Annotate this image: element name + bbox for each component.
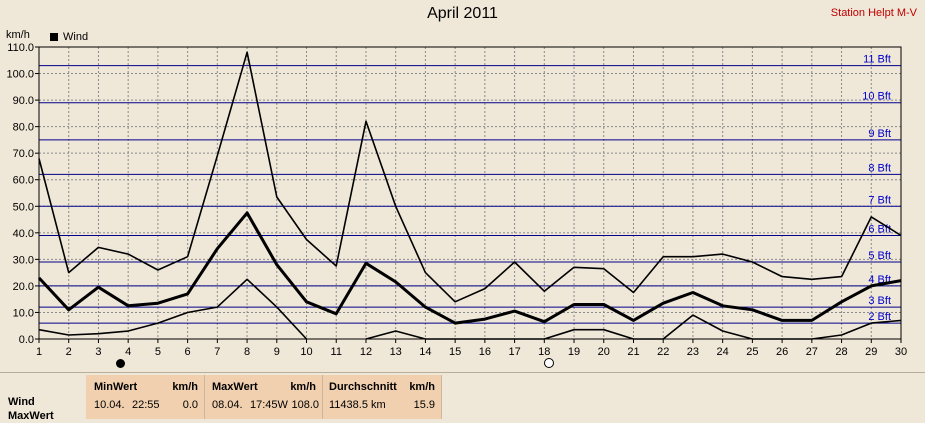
x-tick-label: 6 <box>185 346 191 358</box>
x-tick-label: 14 <box>419 346 431 358</box>
beaufort-label: 9 Bft <box>868 128 891 140</box>
max-time: 17:45W <box>250 399 288 411</box>
x-tick-label: 18 <box>538 346 550 358</box>
x-tick-label: 16 <box>479 346 491 358</box>
beaufort-label: 2 Bft <box>868 311 891 323</box>
x-tick-label: 12 <box>360 346 372 358</box>
y-tick-label: 40.0 <box>13 228 34 240</box>
chart-title: April 2011 <box>427 5 498 22</box>
y-tick-label: 90.0 <box>13 95 34 107</box>
x-tick-label: 25 <box>746 346 758 358</box>
plot-area <box>39 47 901 339</box>
x-tick-label: 23 <box>687 346 699 358</box>
stats-row-maxwert: MaxWert <box>8 410 54 422</box>
y-tick-label: 100.0 <box>6 69 34 81</box>
x-axis: 1 2 3 4 5 6 7 8 9 10 11 12 13 14 15 16 17 18 19 20 21 22 23 24 2… <box>36 339 907 358</box>
x-tick-label: 29 <box>865 346 877 358</box>
x-tick-label: 10 <box>300 346 312 358</box>
x-tick-label: 17 <box>508 346 520 358</box>
max-header: MaxWert <box>212 381 258 393</box>
y-tick-label: 30.0 <box>13 254 34 266</box>
x-tick-label: 26 <box>776 346 788 358</box>
min-value: 0.0 <box>182 399 198 411</box>
y-tick-label: 70.0 <box>13 148 34 160</box>
x-tick-label: 2 <box>66 346 72 358</box>
x-tick-label: 21 <box>627 346 639 358</box>
y-tick-label: 20.0 <box>13 281 34 293</box>
x-tick-label: 27 <box>806 346 818 358</box>
plot-frame <box>38 46 902 340</box>
stats-row-wind: Wind <box>8 396 35 408</box>
avg-header: Durchschnitt <box>329 381 397 393</box>
y-axis-unit: km/h <box>6 29 30 41</box>
max-date: 08.04. <box>212 399 243 411</box>
beaufort-label: 11 Bft <box>863 54 891 66</box>
x-tick-label: 8 <box>244 346 250 358</box>
beaufort-label: 7 Bft <box>868 194 891 206</box>
x-tick-label: 9 <box>274 346 280 358</box>
x-tick-label: 30 <box>895 346 907 358</box>
x-tick-label: 20 <box>598 346 610 358</box>
x-tick-label: 28 <box>835 346 847 358</box>
min-header: MinWert <box>94 381 138 393</box>
avg-value: 15.9 <box>413 399 435 411</box>
series-line-min <box>38 278 308 340</box>
x-tick-label: 24 <box>717 346 729 358</box>
x-tick-label: 11 <box>331 346 342 358</box>
legend-label: Wind <box>63 31 89 43</box>
legend: Wind <box>50 31 88 43</box>
avg-unit: km/h <box>409 381 435 393</box>
y-axis: 0.0 10.0 20.0 30.0 40.0 50.0 60.0 70.0 80.0 90.0 1… <box>6 42 39 346</box>
series-line-avg <box>37 211 902 325</box>
x-tick-label: 5 <box>155 346 161 358</box>
x-tick-label: 1 <box>36 346 42 358</box>
beaufort-label: 5 Bft <box>868 250 891 262</box>
max-value: 108.0 <box>291 399 319 411</box>
y-tick-label: 0.0 <box>19 334 34 346</box>
y-tick-label: 10.0 <box>13 307 34 319</box>
stats-row-labels: Wind MaxWert <box>8 395 54 423</box>
beaufort-label: 10 Bft <box>862 91 891 103</box>
y-tick-label: 80.0 <box>13 122 34 134</box>
x-tick-label: 19 <box>568 346 580 358</box>
min-date: 10.04. <box>94 399 125 411</box>
min-time: 22:55 <box>132 399 160 411</box>
series-line-max <box>38 51 902 303</box>
min-unit: km/h <box>172 381 198 393</box>
beaufort-label: 6 Bft <box>868 223 891 235</box>
legend-swatch <box>50 33 58 41</box>
x-tick-label: 3 <box>95 346 101 358</box>
beaufort-label: 3 Bft <box>868 295 891 307</box>
max-unit: km/h <box>290 381 316 393</box>
x-tick-label: 4 <box>125 346 131 358</box>
y-tick-label: 110.0 <box>7 42 34 54</box>
y-tick-label: 60.0 <box>13 175 34 187</box>
x-tick-label: 13 <box>390 346 402 358</box>
station-name: Station Helpt M-V <box>830 7 917 19</box>
y-tick-label: 50.0 <box>13 201 34 213</box>
x-tick-label: 22 <box>657 346 669 358</box>
avg-value-box: Durchschnitt km/h 11438.5 km 15.9 <box>323 375 442 419</box>
full-moon-icon <box>544 358 554 368</box>
beaufort-label: 8 Bft <box>868 162 891 174</box>
x-tick-label: 7 <box>214 346 220 358</box>
stats-panel: Wind MaxWert MinWert km/h 10.04. 22:55 0… <box>0 372 925 423</box>
new-moon-icon <box>116 359 125 368</box>
avg-distance: 11438.5 km <box>329 399 386 411</box>
min-value-box: MinWert km/h 10.04. 22:55 0.0 <box>86 375 205 419</box>
x-tick-label: 15 <box>449 346 461 358</box>
max-value-box: MaxWert km/h 08.04. 17:45W 108.0 <box>205 375 323 419</box>
